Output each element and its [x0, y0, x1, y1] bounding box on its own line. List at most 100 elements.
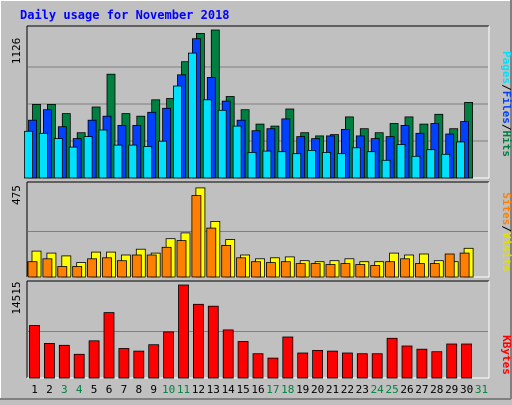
bar-pages-day-11 [173, 85, 182, 179]
bar-pages-day-10 [158, 140, 168, 179]
bar-sites-day-24 [370, 265, 381, 278]
hits-panel-legend: Pages/Files/Hits [500, 51, 512, 157]
bar-kbytes-day-3 [58, 344, 70, 379]
x-label-day-11: 11 [177, 383, 190, 396]
bar-kbytes-day-2 [44, 342, 55, 379]
bar-pages-day-12 [187, 52, 197, 179]
bar-pages-day-1 [24, 130, 33, 179]
bar-sites-day-19 [295, 263, 306, 278]
bar-pages-day-13 [202, 99, 212, 179]
bar-pages-day-20 [307, 149, 317, 179]
bar-pages-day-7 [113, 144, 123, 179]
bar-kbytes-day-14 [222, 329, 234, 379]
bar-kbytes-day-20 [312, 349, 324, 379]
chart-title: Daily usage for November 2018 [20, 8, 230, 22]
bar-sites-day-10 [161, 246, 172, 278]
bar-kbytes-day-15 [237, 341, 249, 379]
x-label-day-17: 17 [266, 383, 279, 396]
x-label-day-1: 1 [31, 383, 38, 396]
bar-sites-day-1 [27, 261, 38, 278]
bar-pages-day-14 [217, 109, 227, 179]
bar-sites-day-7 [117, 260, 127, 278]
x-label-day-7: 7 [121, 383, 128, 396]
bar-pages-day-28 [426, 149, 436, 179]
bar-sites-day-2 [42, 258, 53, 278]
bar-pages-day-9 [143, 146, 153, 179]
bar-sites-day-29 [444, 253, 455, 278]
bar-kbytes-day-22 [341, 352, 353, 379]
bar-sites-day-21 [325, 264, 336, 278]
x-label-day-28: 28 [430, 383, 443, 396]
x-label-day-16: 16 [251, 383, 264, 396]
x-label-day-10: 10 [162, 383, 175, 396]
bar-sites-day-4 [72, 266, 83, 278]
x-label-day-29: 29 [445, 383, 458, 396]
bar-sites-day-20 [310, 263, 321, 278]
bar-kbytes-day-8 [133, 350, 145, 379]
bar-kbytes-day-19 [297, 352, 309, 379]
bar-pages-day-16 [247, 151, 257, 179]
bar-pages-day-30 [456, 141, 466, 179]
x-label-day-19: 19 [296, 383, 309, 396]
x-label-day-5: 5 [91, 383, 98, 396]
bar-sites-day-23 [355, 264, 366, 278]
x-label-day-6: 6 [106, 383, 113, 396]
x-label-day-14: 14 [222, 383, 236, 396]
x-label-day-3: 3 [61, 383, 68, 396]
bar-sites-day-3 [57, 266, 68, 278]
x-label-day-13: 13 [207, 383, 220, 396]
bar-kbytes-day-13 [207, 305, 219, 379]
bar-pages-day-6 [98, 129, 108, 179]
x-label-day-9: 9 [150, 383, 157, 396]
x-label-day-25: 25 [385, 383, 398, 396]
bar-sites-day-5 [87, 258, 97, 278]
bar-kbytes-day-5 [88, 340, 100, 379]
bar-kbytes-day-10 [163, 331, 175, 379]
legend-pages: Pages [500, 51, 512, 84]
bar-kbytes-day-27 [416, 348, 428, 379]
bar-sites-day-9 [146, 254, 157, 278]
bar-kbytes-day-28 [431, 351, 443, 379]
bar-kbytes-day-25 [386, 337, 398, 379]
x-label-day-27: 27 [415, 383, 428, 396]
bar-sites-day-14 [221, 244, 232, 278]
bar-kbytes-day-7 [118, 348, 130, 379]
bar-sites-day-11 [176, 240, 187, 278]
legend-separator: / [500, 84, 512, 91]
kbytes-panel-ymax: 14515 [10, 281, 23, 314]
bar-pages-day-19 [292, 153, 302, 179]
bar-sites-day-17 [265, 262, 276, 278]
bar-pages-day-22 [336, 153, 346, 179]
legend-visits: Visits [500, 232, 512, 272]
bar-kbytes-day-29 [446, 343, 458, 379]
bar-kbytes-day-16 [252, 353, 264, 379]
bar-sites-day-16 [251, 261, 261, 278]
legend-sites: Sites [500, 192, 512, 225]
x-label-day-22: 22 [341, 383, 354, 396]
bar-kbytes-day-6 [103, 312, 115, 379]
legend-files: Files [500, 91, 512, 124]
bar-kbytes-day-1 [29, 325, 40, 379]
bar-kbytes-day-11 [178, 284, 189, 379]
bar-sites-day-12 [191, 195, 202, 278]
bar-pages-day-29 [441, 153, 451, 179]
bar-pages-day-27 [411, 155, 421, 179]
bar-pages-day-25 [381, 159, 391, 179]
bar-kbytes-day-26 [401, 345, 413, 379]
bar-kbytes-day-17 [267, 357, 279, 379]
bar-sites-day-25 [385, 261, 396, 278]
bar-kbytes-day-9 [148, 344, 160, 379]
x-axis-labels: 1 2 3 4 5 6 7 8 9 10 11 12 13 14 15 16 17 18 19 20 21 22 23 24 2… [31, 383, 488, 396]
bar-sites-day-6 [102, 257, 112, 278]
bar-sites-day-26 [400, 258, 410, 278]
bar-kbytes-day-18 [282, 336, 294, 379]
x-label-day-18: 18 [281, 383, 294, 396]
bar-sites-day-22 [340, 263, 351, 278]
bar-sites-day-13 [206, 227, 217, 278]
bar-pages-day-23 [351, 147, 361, 179]
x-label-day-24: 24 [371, 383, 385, 396]
bar-kbytes-day-4 [73, 353, 85, 379]
legend-kbytes: KBytes [500, 335, 512, 375]
bar-pages-day-2 [39, 132, 48, 179]
